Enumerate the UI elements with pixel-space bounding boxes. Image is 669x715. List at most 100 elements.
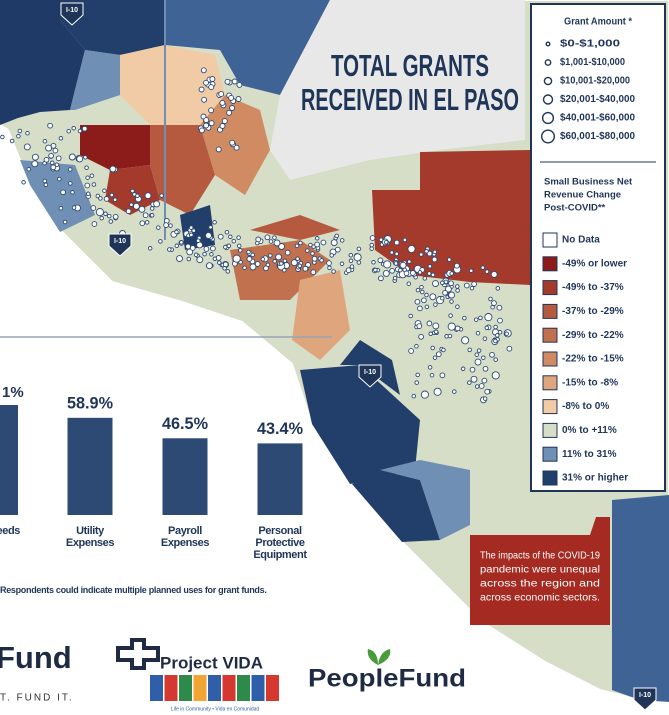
grant-dot [432, 249, 438, 255]
grant-dot [410, 270, 416, 276]
grant-dot [90, 205, 97, 211]
grant-dot [402, 237, 408, 243]
grant-dot [26, 166, 32, 172]
grant-dot [454, 325, 461, 332]
grant-dot [58, 136, 64, 141]
grant-dot [339, 238, 345, 243]
grant-dot [235, 96, 242, 102]
grant-dot [236, 243, 242, 249]
grant-dot [272, 259, 277, 264]
grant-dot [383, 260, 392, 269]
grant-dot [174, 243, 180, 249]
grant-dot [31, 160, 39, 168]
grant-dot [0, 134, 5, 140]
grant-dot [222, 261, 229, 268]
grant-dot [462, 315, 467, 321]
grant-dot [443, 279, 449, 285]
grant-dot [305, 248, 310, 253]
grant-dot [272, 235, 277, 240]
grant-dot [455, 304, 460, 309]
grant-dot [224, 229, 230, 235]
grant-dot [224, 78, 231, 85]
grant-dot [102, 188, 107, 193]
grant-dot [415, 287, 421, 293]
grant-dot [442, 289, 448, 296]
revenue-legend-swatch [542, 446, 558, 462]
grant-dot [144, 220, 150, 225]
grant-dot [226, 243, 232, 249]
grant-dot [103, 211, 108, 217]
grant-dot [429, 372, 435, 378]
grant-legend-label: $1,001-$10,000 [560, 57, 625, 68]
grant-dot [260, 256, 266, 262]
bar-category-label: Utility Expenses [65, 525, 115, 549]
logo-vida-house [179, 675, 192, 701]
grant-dot [441, 347, 446, 353]
grant-dot [43, 156, 50, 163]
bar-value-label: 58.9% [67, 393, 113, 412]
grant-dot [481, 355, 486, 360]
grant-dot [475, 330, 481, 336]
grant-dot [223, 244, 228, 250]
revenue-legend-label: -37% to -29% [562, 306, 624, 317]
grant-dot [202, 251, 207, 257]
grant-dot [484, 325, 490, 331]
logo-vida-house [237, 675, 250, 701]
bar-value-label: 43.4% [257, 419, 303, 438]
grant-dot [314, 241, 320, 248]
grant-dot [454, 262, 460, 269]
grant-dot [302, 265, 309, 272]
grant-dot [429, 293, 437, 301]
grant-dot [263, 265, 269, 272]
grant-dot [195, 238, 201, 243]
revenue-legend-title: Small Business Net [544, 177, 633, 188]
grant-dot [411, 393, 417, 399]
bar [67, 417, 113, 515]
grant-legend-label: $0-$1,000 [560, 39, 621, 50]
grant-dot [416, 323, 423, 329]
highway-label: I-10 [364, 369, 376, 376]
grant-dot [167, 247, 172, 252]
grant-dot [278, 243, 286, 250]
grant-dot [473, 317, 479, 322]
bar-value-label: 46.5% [162, 414, 208, 433]
grant-dot [58, 205, 64, 211]
grant-dot [481, 377, 488, 384]
grant-dot [284, 249, 291, 256]
revenue-legend-swatch [542, 399, 558, 415]
grant-dot [242, 265, 247, 270]
grant-dot [282, 267, 287, 273]
grant-dot [484, 313, 493, 322]
grant-dot [356, 246, 362, 252]
grant-dot [290, 259, 298, 267]
grant-dot [369, 235, 376, 241]
grant-dot [203, 79, 209, 86]
grant-dot [414, 380, 419, 385]
grant-legend-title: Grant Amount * [564, 17, 632, 28]
highway-label: I-10 [639, 692, 651, 699]
grant-dot [392, 275, 398, 281]
highway-shield [358, 364, 382, 388]
grant-dot [91, 182, 97, 187]
grant-dot [469, 285, 475, 291]
grant-dot [112, 213, 119, 220]
grant-dot [320, 239, 327, 246]
cut-bar-category: tal/ Needs [0, 525, 20, 537]
revenue-legend-label: -49% or lower [562, 258, 627, 269]
grant-dot [68, 181, 73, 186]
revenue-legend-label: 0% to +11% [562, 425, 617, 436]
region [20, 160, 95, 232]
grant-dot [319, 258, 324, 263]
region [612, 495, 669, 702]
grant-dot [478, 383, 485, 389]
grant-dot [393, 261, 399, 266]
grant-dot [231, 78, 238, 85]
grant-dot [268, 239, 274, 244]
grant-dot [138, 205, 146, 213]
grant-dot [418, 252, 424, 257]
grant-legend-symbol [544, 59, 552, 66]
grant-dot [109, 192, 115, 198]
note-text: across the region and [480, 579, 600, 590]
grant-dot [55, 155, 62, 162]
grant-dot [264, 234, 271, 241]
